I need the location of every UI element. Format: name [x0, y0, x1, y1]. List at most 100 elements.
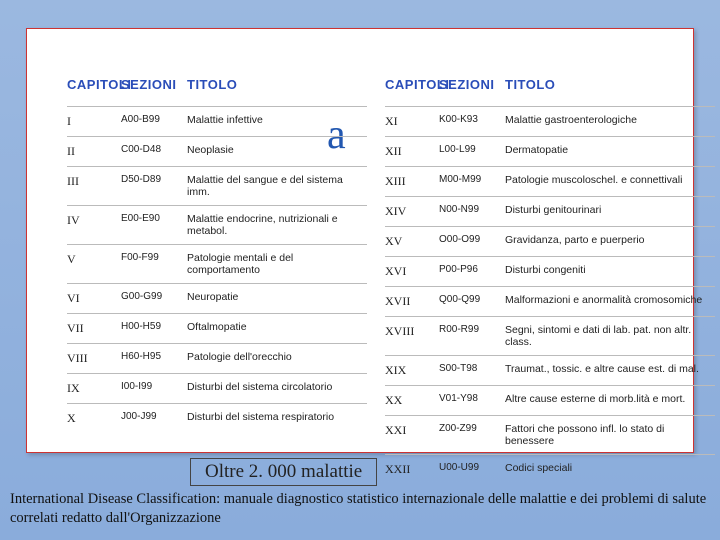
cell-sezione: M00-M99	[439, 174, 505, 189]
cell-sezione: U00-U99	[439, 462, 505, 477]
table-row: XXIZ00-Z99Fattori che possono infl. lo s…	[385, 415, 715, 454]
table-header: CAPITOLISEZIONITITOLO	[385, 77, 715, 98]
cell-titolo: Altre cause esterne di morb.lità e mort.	[505, 393, 715, 408]
left-table: CAPITOLISEZIONITITOLO IA00-B99Malattie in…	[67, 77, 367, 433]
cell-capitolo: VIII	[67, 351, 121, 366]
cell-capitolo: IV	[67, 213, 121, 237]
cell-titolo: Disturbi congeniti	[505, 264, 715, 279]
cell-capitolo: III	[67, 174, 121, 198]
table-row: XVIIQ00-Q99Malformazioni e anormalità cr…	[385, 286, 715, 316]
table-row: XVIIIR00-R99Segni, sintomi e dati di lab…	[385, 316, 715, 355]
cell-capitolo: XX	[385, 393, 439, 408]
cell-capitolo: II	[67, 144, 121, 159]
table-header: CAPITOLISEZIONITITOLO	[67, 77, 367, 98]
cell-sezione: Q00-Q99	[439, 294, 505, 309]
cell-titolo: Codici speciali	[505, 462, 715, 477]
cell-capitolo: VI	[67, 291, 121, 306]
table-row: XVO00-O99Gravidanza, parto e puerperio	[385, 226, 715, 256]
table-row: IA00-B99Malattie infettive	[67, 106, 367, 136]
cell-titolo: Dermatopatie	[505, 144, 715, 159]
cell-capitolo: V	[67, 252, 121, 276]
cell-capitolo: XII	[385, 144, 439, 159]
table-row: XIVN00-N99Disturbi genitourinari	[385, 196, 715, 226]
header-titolo: TITOLO	[505, 77, 715, 92]
cell-capitolo: VII	[67, 321, 121, 336]
cell-sezione: S00-T98	[439, 363, 505, 378]
table-row: VF00-F99Patologie mentali e del comporta…	[67, 244, 367, 283]
classification-box: a CAPITOLISEZIONITITOLOIA00-B99Malattie …	[26, 28, 694, 453]
cell-capitolo: I	[67, 114, 121, 129]
cell-sezione: C00-D48	[121, 144, 187, 159]
cell-sezione: I00-I99	[121, 381, 187, 396]
header-capitoli: CAPITOLI	[385, 77, 439, 92]
table-row: XIK00-K93Malattie gastroenterologiche	[385, 106, 715, 136]
cell-titolo: Patologie mentali e del comportamento	[187, 252, 367, 276]
cell-titolo: Malformazioni e anormalità cromosomiche	[505, 294, 715, 309]
table-row: VIIIH60-H95Patologie dell'orecchio	[67, 343, 367, 373]
cell-capitolo: XVII	[385, 294, 439, 309]
cell-titolo: Disturbi del sistema respiratorio	[187, 411, 367, 426]
cell-sezione: D50-D89	[121, 174, 187, 198]
cell-titolo: Malattie infettive	[187, 114, 367, 129]
cell-capitolo: XI	[385, 114, 439, 129]
table-row: XJ00-J99Disturbi del sistema respiratori…	[67, 403, 367, 433]
cell-sezione: K00-K93	[439, 114, 505, 129]
cell-capitolo: XVI	[385, 264, 439, 279]
table-row: XVIP00-P96Disturbi congeniti	[385, 256, 715, 286]
cell-sezione: J00-J99	[121, 411, 187, 426]
cell-titolo: Disturbi genitourinari	[505, 204, 715, 219]
cell-titolo: Patologie muscoloschel. e connettivali	[505, 174, 715, 189]
cell-sezione: Z00-Z99	[439, 423, 505, 447]
header-titolo: TITOLO	[187, 77, 367, 92]
right-table: CAPITOLISEZIONITITOLO XIK00-K93Malattie g…	[385, 77, 715, 484]
header-sezioni: SEZIONI	[439, 77, 505, 92]
cell-titolo: Fattori che possono infl. lo stato di be…	[505, 423, 715, 447]
table-row: IXI00-I99Disturbi del sistema circolator…	[67, 373, 367, 403]
cell-capitolo: XXII	[385, 462, 439, 477]
header-capitoli: CAPITOLI	[67, 77, 121, 92]
cell-sezione: O00-O99	[439, 234, 505, 249]
table-row: XXV01-Y98Altre cause esterne di morb.lit…	[385, 385, 715, 415]
cell-capitolo: XIII	[385, 174, 439, 189]
cell-titolo: Segni, sintomi e dati di lab. pat. non a…	[505, 324, 715, 348]
cell-capitolo: IX	[67, 381, 121, 396]
cell-titolo: Traumat., tossic. e altre cause est. di …	[505, 363, 715, 378]
right-table-body: CAPITOLISEZIONITITOLO XIK00-K93Malattie g…	[385, 77, 715, 484]
table-row: IIID50-D89Malattie del sangue e del sist…	[67, 166, 367, 205]
cell-sezione: P00-P96	[439, 264, 505, 279]
table-row: XXIIU00-U99Codici speciali	[385, 454, 715, 484]
cell-capitolo: XVIII	[385, 324, 439, 348]
table-row: XIIIM00-M99Patologie muscoloschel. e con…	[385, 166, 715, 196]
cell-sezione: A00-B99	[121, 114, 187, 129]
table-row: VIIH00-H59Oftalmopatie	[67, 313, 367, 343]
header-sezioni: SEZIONI	[121, 77, 187, 92]
table-row: VIG00-G99Neuropatie	[67, 283, 367, 313]
cell-capitolo: XIX	[385, 363, 439, 378]
cell-titolo: Neuropatie	[187, 291, 367, 306]
cell-capitolo: XIV	[385, 204, 439, 219]
cell-sezione: N00-N99	[439, 204, 505, 219]
cell-sezione: E00-E90	[121, 213, 187, 237]
caption: Oltre 2. 000 malattie	[190, 458, 377, 486]
cell-titolo: Patologie dell'orecchio	[187, 351, 367, 366]
cell-titolo: Oftalmopatie	[187, 321, 367, 336]
cell-capitolo: X	[67, 411, 121, 426]
table-row: XIIL00-L99Dermatopatie	[385, 136, 715, 166]
cell-titolo: Malattie gastroenterologiche	[505, 114, 715, 129]
cell-sezione: H60-H95	[121, 351, 187, 366]
table-row: IVE00-E90Malattie endocrine, nutrizional…	[67, 205, 367, 244]
left-table-body: CAPITOLISEZIONITITOLO IA00-B99Malattie in…	[67, 77, 367, 433]
footer-text: International Disease Classification: ma…	[10, 490, 710, 528]
cell-sezione: F00-F99	[121, 252, 187, 276]
cell-capitolo: XXI	[385, 423, 439, 447]
cell-titolo: Malattie endocrine, nutrizionali e metab…	[187, 213, 367, 237]
cell-sezione: V01-Y98	[439, 393, 505, 408]
cell-capitolo: XV	[385, 234, 439, 249]
cell-sezione: R00-R99	[439, 324, 505, 348]
cell-titolo: Neoplasie	[187, 144, 367, 159]
cell-titolo: Malattie del sangue e del sistema imm.	[187, 174, 367, 198]
cell-sezione: L00-L99	[439, 144, 505, 159]
cell-titolo: Disturbi del sistema circolatorio	[187, 381, 367, 396]
cell-sezione: G00-G99	[121, 291, 187, 306]
cell-titolo: Gravidanza, parto e puerperio	[505, 234, 715, 249]
